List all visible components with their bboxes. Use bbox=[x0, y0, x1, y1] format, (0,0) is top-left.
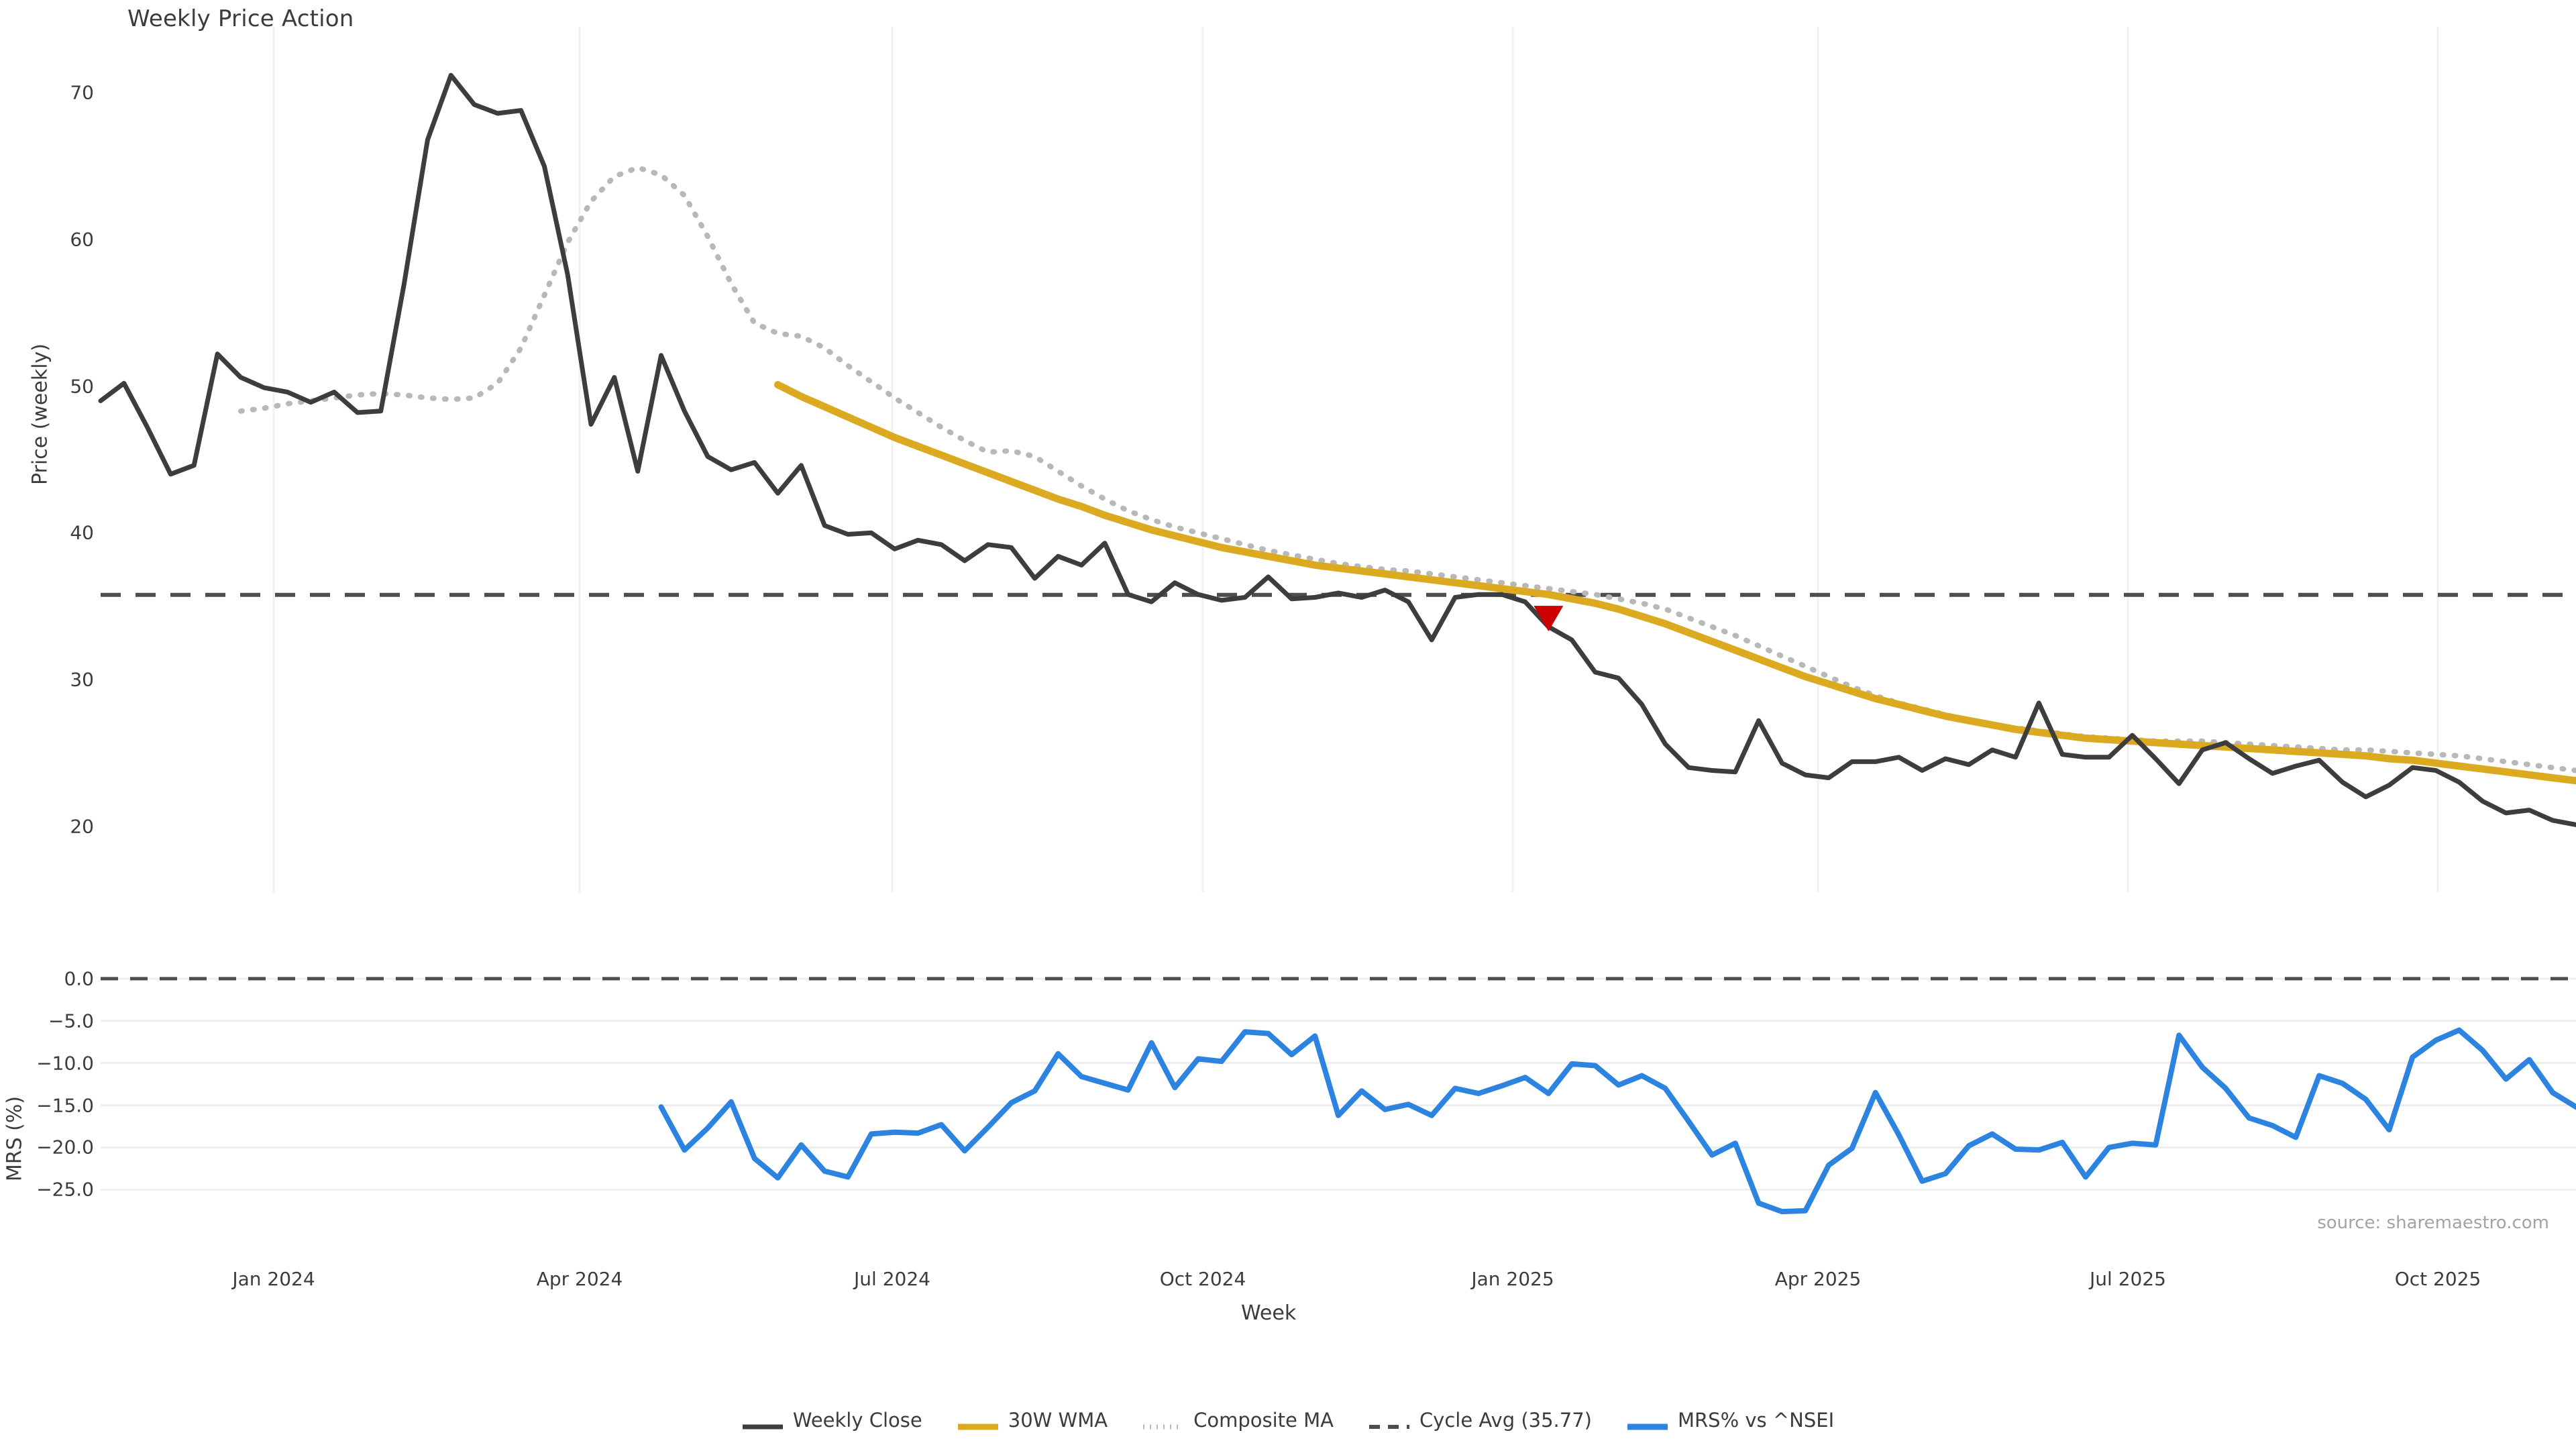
y-tick-price: 50 bbox=[70, 375, 94, 398]
y-tick-mrs: −5.0 bbox=[48, 1010, 94, 1032]
legend-label: Composite MA bbox=[1193, 1409, 1334, 1432]
legend-label: MRS% vs ^NSEI bbox=[1678, 1409, 1835, 1432]
x-tick: Oct 2024 bbox=[1159, 1268, 1246, 1290]
x-tick: Jul 2025 bbox=[2090, 1268, 2166, 1290]
y-tick-mrs: −25.0 bbox=[36, 1178, 94, 1201]
y-tick-price: 30 bbox=[70, 668, 94, 691]
x-tick: Apr 2024 bbox=[536, 1268, 623, 1290]
series-mrs bbox=[658, 1027, 2576, 1215]
series-composite-ma bbox=[237, 164, 2576, 773]
legend-label: Weekly Close bbox=[792, 1409, 922, 1432]
y-tick-mrs: −20.0 bbox=[36, 1136, 94, 1159]
y-tick-mrs: −10.0 bbox=[36, 1052, 94, 1075]
x-tick: Oct 2025 bbox=[2394, 1268, 2481, 1290]
series-30w-wma bbox=[774, 381, 2576, 785]
y-tick-price: 40 bbox=[70, 521, 94, 544]
y-tick-price: 60 bbox=[70, 228, 94, 251]
x-tick: Jul 2024 bbox=[854, 1268, 930, 1290]
y-tick-price: 70 bbox=[70, 81, 94, 104]
legend-label: 30W WMA bbox=[1008, 1409, 1108, 1432]
chart-title: Weekly Price Action bbox=[127, 5, 354, 32]
legend-item[interactable]: MRS% vs ^NSEI bbox=[1627, 1409, 1834, 1432]
series-weekly-close bbox=[98, 72, 2576, 827]
x-axis-label: Week bbox=[1241, 1301, 1297, 1325]
x-tick: Jan 2024 bbox=[232, 1268, 315, 1290]
y-tick-mrs: −15.0 bbox=[36, 1094, 94, 1117]
source-attribution: source: sharemaestro.com bbox=[2317, 1213, 2549, 1233]
legend-item[interactable]: Composite MA bbox=[1142, 1409, 1334, 1432]
x-tick: Jan 2025 bbox=[1471, 1268, 1554, 1290]
legend-label: Cycle Avg (35.77) bbox=[1419, 1409, 1592, 1432]
x-tick: Apr 2025 bbox=[1774, 1268, 1862, 1290]
bearish-crossover-marker bbox=[1534, 606, 1564, 632]
legend-item[interactable]: Weekly Close bbox=[742, 1409, 922, 1432]
y-tick-mrs: 0.0 bbox=[64, 967, 94, 990]
y-tick-price: 20 bbox=[70, 815, 94, 838]
chart-legend: Weekly Close 30W WMA Composite MA Cycle Avg… bbox=[0, 1409, 2576, 1432]
legend-item[interactable]: 30W WMA bbox=[957, 1409, 1108, 1432]
legend-item[interactable]: Cycle Avg (35.77) bbox=[1368, 1409, 1592, 1432]
